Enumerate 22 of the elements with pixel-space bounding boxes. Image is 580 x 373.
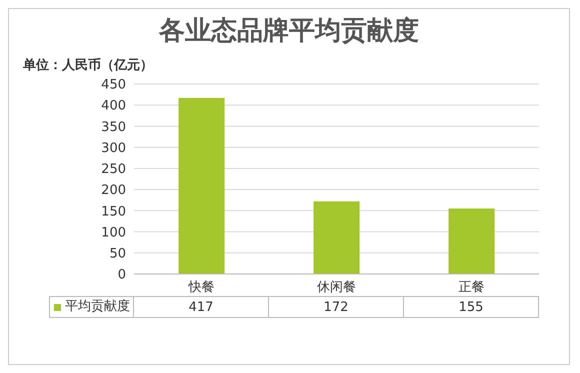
- legend-label: 平均贡献度: [65, 298, 130, 316]
- y-tick-label: 50: [109, 246, 126, 262]
- y-tick-label: 300: [101, 140, 126, 156]
- chart-title: 各业态品牌平均贡献度: [158, 15, 420, 48]
- y-tick-label: 150: [101, 204, 126, 220]
- bar: [178, 98, 225, 274]
- x-tick-label: 休闲餐: [317, 280, 356, 296]
- x-tick-label: 正餐: [458, 280, 484, 296]
- y-tick-label: 250: [101, 162, 126, 178]
- y-tick-label: 450: [101, 78, 126, 93]
- y-tick-label: 400: [101, 98, 126, 114]
- y-tick-label: 0: [118, 268, 126, 283]
- bar: [314, 201, 360, 274]
- y-tick-label: 350: [101, 120, 126, 135]
- y-axis-title: 单位：人民币（亿元）: [23, 56, 154, 74]
- data-label: 172: [269, 296, 404, 318]
- data-label: 417: [134, 296, 269, 318]
- data-label: 155: [404, 296, 539, 318]
- y-tick-label: 100: [101, 225, 126, 240]
- y-tick-label: 200: [101, 183, 126, 198]
- bar: [448, 208, 495, 274]
- x-tick-label: 快餐: [188, 280, 214, 296]
